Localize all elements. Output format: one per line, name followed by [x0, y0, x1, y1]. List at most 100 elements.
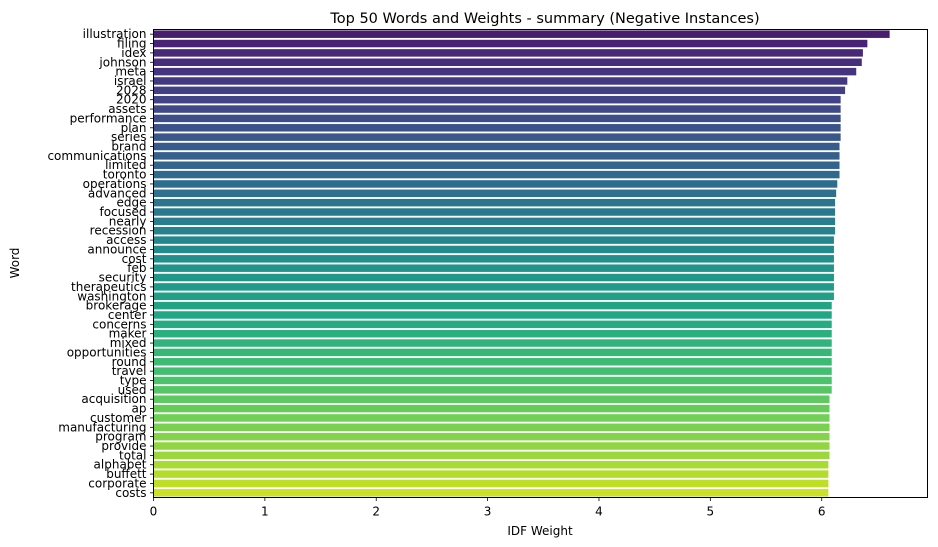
x-tick-label: 5	[707, 505, 715, 519]
x-tick-label: 3	[484, 505, 492, 519]
bar-edge	[153, 198, 836, 207]
y-tick-label: feb	[127, 261, 146, 275]
bar-used	[153, 386, 832, 394]
bar-series	[153, 133, 841, 141]
y-tick-label: travel	[112, 364, 147, 378]
bar-limited	[153, 161, 840, 169]
bar-nearly	[153, 217, 836, 226]
bar-center	[153, 311, 832, 319]
bar-communications	[153, 152, 840, 160]
bar-meta	[153, 67, 857, 76]
y-tick-label: plan	[121, 121, 147, 135]
y-tick-label: performance	[70, 111, 147, 125]
bar-assets	[153, 105, 841, 113]
y-tick-label: maker	[109, 327, 147, 341]
y-tick-label: israel	[114, 74, 147, 88]
y-tick-label: advanced	[88, 186, 147, 200]
bar-focused	[153, 208, 836, 216]
y-tick-label: operations	[83, 177, 147, 191]
y-tick-label: manufacturing	[58, 420, 146, 434]
y-tick-label: 2020	[116, 93, 147, 107]
bar-costs	[153, 489, 829, 497]
bar-buffett	[153, 470, 829, 478]
y-tick-label: recession	[90, 224, 147, 238]
bar-mixed	[153, 339, 832, 347]
bar-security	[153, 273, 834, 282]
x-tick-label: 0	[150, 505, 158, 519]
bar-idex	[153, 49, 863, 57]
bar-access	[153, 236, 834, 244]
bar-israel	[153, 77, 848, 85]
y-tick-label: ap	[132, 402, 147, 416]
bar-corporate	[153, 479, 829, 488]
y-tick-label: idex	[121, 46, 146, 60]
bar-concerns	[153, 320, 832, 329]
y-tick-label: nearly	[109, 214, 147, 228]
y-tick-label: brand	[111, 140, 146, 154]
y-tick-label: security	[99, 271, 147, 285]
x-tick-label: 2	[372, 505, 380, 519]
bar-ap	[153, 404, 830, 413]
plot-frame	[153, 29, 928, 498]
bar-round	[153, 358, 832, 366]
y-tick-label: type	[120, 374, 147, 388]
bar-advanced	[153, 189, 837, 198]
bar-total	[153, 451, 830, 460]
bar-plan	[153, 124, 841, 132]
bar-acquisition	[153, 395, 830, 403]
y-tick-label: toronto	[103, 168, 147, 182]
bar-illustration	[153, 30, 890, 38]
bar-recession	[153, 226, 836, 235]
y-tick-label: limited	[105, 158, 146, 172]
y-tick-label: 2028	[116, 83, 147, 97]
bar-feb	[153, 264, 834, 272]
y-tick-label: used	[118, 383, 147, 397]
y-tick-label: program	[95, 430, 146, 444]
y-tick-label: focused	[99, 205, 146, 219]
y-tick-label: therapeutics	[71, 280, 146, 294]
y-tick-label: cost	[122, 252, 147, 266]
y-tick-label: center	[108, 308, 147, 322]
bar-alphabet	[153, 460, 829, 469]
bar-brokerage	[153, 301, 832, 310]
x-axis-title: IDF Weight	[507, 524, 573, 538]
y-tick-label: opportunities	[67, 345, 147, 359]
x-axis-ticks: 0 1 2 3 4 5 6	[150, 497, 826, 519]
bar-travel	[153, 367, 832, 375]
x-tick-label: 4	[595, 505, 603, 519]
y-tick-label: filing	[117, 37, 146, 51]
y-tick-label: mixed	[110, 336, 147, 350]
y-tick-label: corporate	[88, 476, 146, 490]
y-tick-label: acquisition	[81, 392, 146, 406]
bar-washington	[153, 292, 834, 301]
bar-manufacturing	[153, 423, 830, 432]
bar-cost	[153, 255, 834, 263]
y-tick-label: series	[111, 130, 147, 144]
x-tick-label: 6	[818, 505, 826, 519]
bar-2020	[153, 95, 841, 104]
bar-2028	[153, 86, 846, 95]
bar-opportunities	[153, 348, 832, 357]
x-tick-label: 1	[261, 505, 269, 519]
bar-brand	[153, 142, 840, 151]
y-tick-label: buffett	[106, 467, 147, 481]
bar-maker	[153, 329, 832, 338]
bar-program	[153, 432, 830, 441]
bar-customer	[153, 414, 830, 422]
y-tick-label: total	[119, 448, 146, 462]
y-tick-label: round	[112, 355, 147, 369]
chart-title: Top 50 Words and Weights - summary (Nega…	[329, 11, 759, 27]
bar-type	[153, 376, 832, 385]
y-tick-label: customer	[90, 411, 147, 425]
y-tick-label: brokerage	[86, 299, 147, 313]
y-tick-label: provide	[101, 439, 146, 453]
bar-johnson	[153, 58, 862, 67]
y-tick-label: concerns	[92, 317, 146, 331]
bar-provide	[153, 442, 830, 450]
y-tick-label: alphabet	[94, 458, 147, 472]
bar-performance	[153, 114, 841, 123]
bar-operations	[153, 180, 838, 188]
y-tick-label: assets	[108, 102, 146, 116]
